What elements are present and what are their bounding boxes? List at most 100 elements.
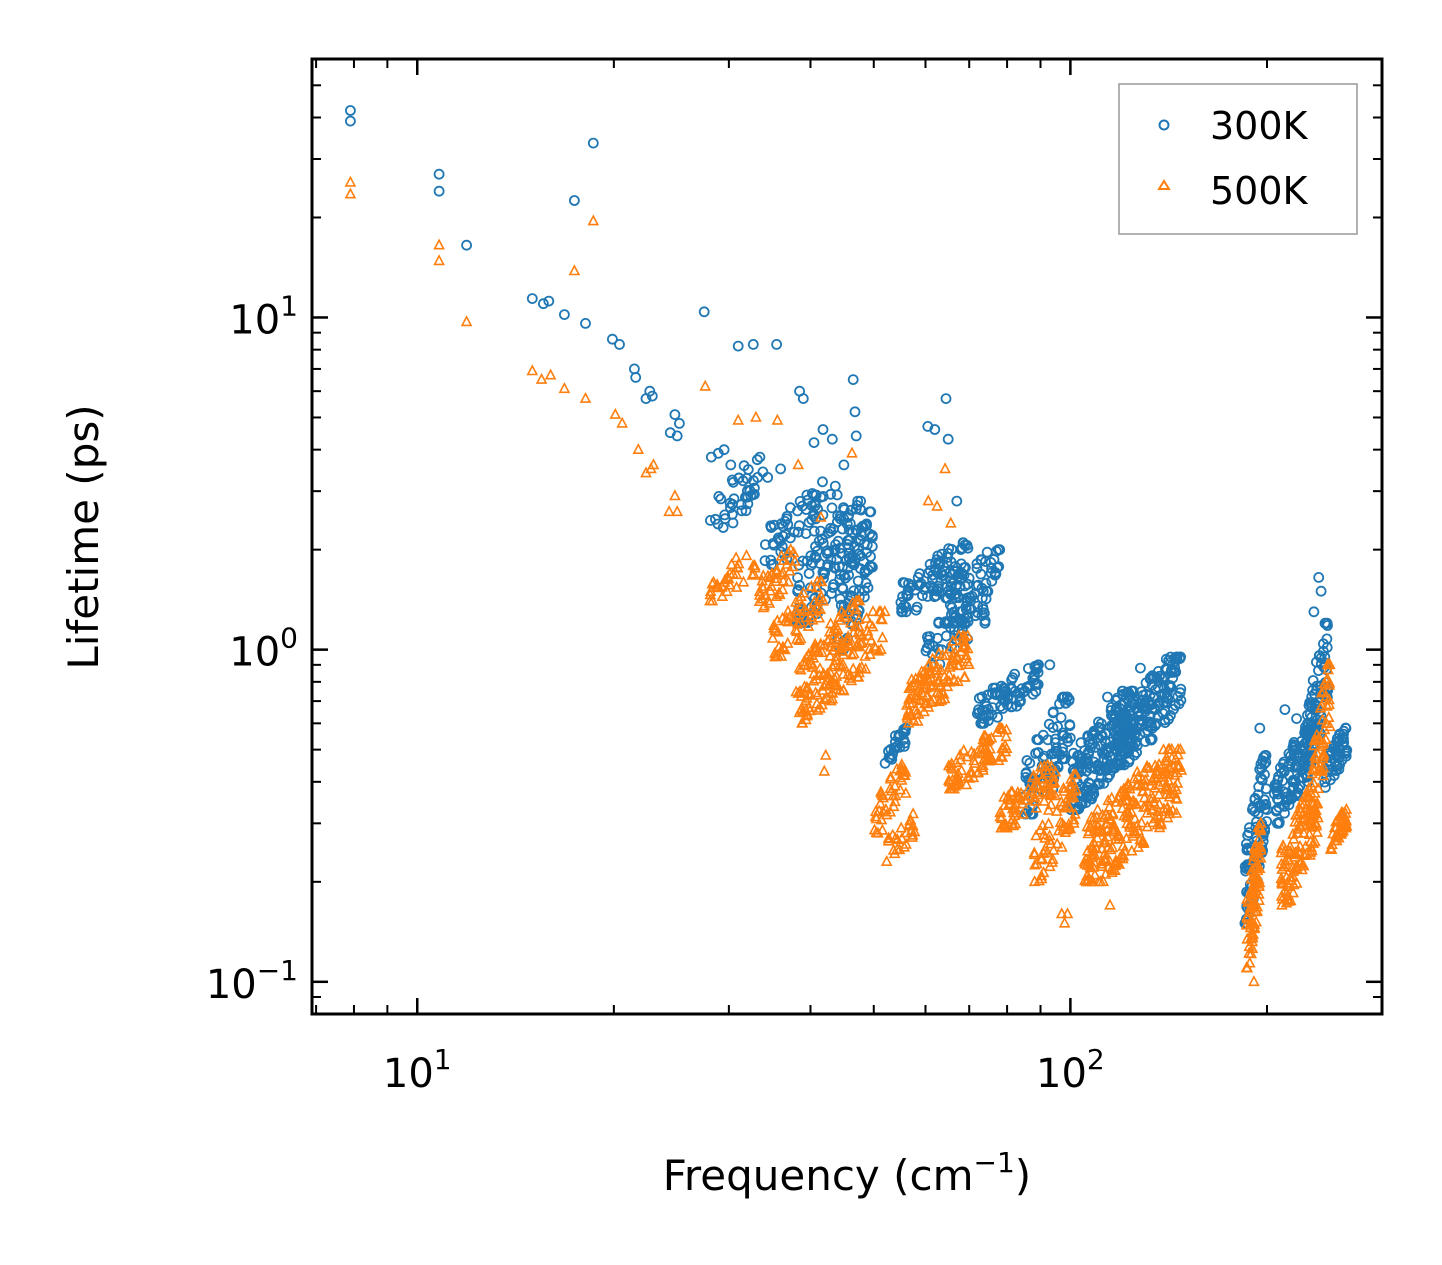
point-300k bbox=[1063, 694, 1075, 705]
point-300k bbox=[910, 604, 922, 616]
point-500k bbox=[587, 214, 600, 226]
point-500k bbox=[983, 732, 996, 745]
point-300k bbox=[850, 430, 862, 442]
point-300k bbox=[726, 509, 738, 520]
point-300k bbox=[646, 390, 658, 402]
point-500k bbox=[671, 505, 684, 517]
point-300k bbox=[901, 588, 912, 600]
point-300k bbox=[1334, 729, 1346, 741]
point-300k bbox=[1022, 682, 1034, 694]
point-500k bbox=[784, 542, 797, 555]
point-500k bbox=[904, 814, 916, 826]
point-500k bbox=[802, 682, 814, 694]
point-500k bbox=[1097, 836, 1110, 848]
point-500k bbox=[1244, 905, 1257, 917]
point-500k bbox=[944, 782, 957, 794]
point-500k bbox=[826, 692, 839, 704]
point-500k bbox=[1138, 779, 1151, 791]
point-500k bbox=[769, 650, 782, 662]
point-300k bbox=[1111, 745, 1123, 757]
point-300k bbox=[1307, 684, 1318, 696]
point-500k bbox=[1252, 877, 1265, 889]
point-500k bbox=[1051, 837, 1064, 849]
point-300k bbox=[1064, 732, 1076, 744]
point-300k bbox=[630, 371, 642, 383]
point-500k bbox=[1153, 797, 1166, 809]
point-500k bbox=[766, 631, 779, 643]
point-500k bbox=[740, 549, 753, 561]
point-300k bbox=[898, 600, 910, 611]
point-500k bbox=[1284, 839, 1296, 852]
point-300k bbox=[1088, 788, 1099, 800]
point-500k bbox=[1276, 898, 1288, 910]
point-300k bbox=[785, 502, 796, 514]
point-500k bbox=[998, 790, 1010, 802]
point-500k bbox=[1099, 867, 1112, 879]
point-300k bbox=[1168, 703, 1179, 715]
point-300k bbox=[1098, 753, 1110, 765]
point-500k bbox=[814, 602, 827, 615]
point-300k bbox=[1015, 695, 1026, 706]
point-500k bbox=[1308, 806, 1321, 819]
point-500k bbox=[1322, 710, 1335, 723]
point-500k bbox=[903, 681, 915, 694]
point-500k bbox=[1134, 833, 1147, 845]
point-500k bbox=[1067, 813, 1080, 825]
point-500k bbox=[859, 649, 871, 661]
point-500k bbox=[957, 743, 970, 756]
point-500k bbox=[860, 611, 873, 623]
point-500k bbox=[1118, 844, 1131, 856]
point-500k bbox=[797, 586, 810, 598]
point-500k bbox=[1315, 739, 1328, 751]
point-500k bbox=[907, 807, 919, 819]
point-500k bbox=[859, 662, 872, 674]
point-500k bbox=[776, 583, 789, 595]
point-500k bbox=[855, 660, 868, 672]
point-300k bbox=[1283, 758, 1295, 769]
point-300k bbox=[1129, 737, 1141, 749]
point-500k bbox=[999, 739, 1012, 751]
point-300k bbox=[894, 730, 906, 742]
point-300k bbox=[1290, 759, 1302, 771]
point-500k bbox=[814, 701, 826, 713]
point-500k bbox=[794, 615, 807, 627]
point-300k bbox=[992, 544, 1004, 556]
point-300k bbox=[1125, 701, 1137, 713]
point-500k bbox=[1254, 816, 1267, 828]
point-300k bbox=[782, 519, 794, 530]
point-500k bbox=[1340, 814, 1353, 826]
point-300k bbox=[698, 306, 710, 318]
point-500k bbox=[1099, 846, 1111, 859]
point-300k bbox=[1095, 718, 1107, 729]
point-300k bbox=[1068, 747, 1079, 759]
point-300k bbox=[747, 338, 759, 350]
point-300k bbox=[1279, 704, 1291, 715]
point-300k bbox=[815, 491, 827, 503]
point-500k bbox=[819, 748, 832, 760]
point-500k bbox=[830, 650, 843, 662]
point-500k bbox=[770, 589, 783, 602]
point-300k bbox=[990, 682, 1001, 694]
point-300k bbox=[862, 564, 874, 576]
point-500k bbox=[1248, 975, 1260, 987]
point-500k bbox=[433, 238, 445, 250]
point-500k bbox=[845, 648, 858, 660]
point-500k bbox=[1040, 784, 1053, 797]
point-500k bbox=[1310, 797, 1323, 809]
point-500k bbox=[771, 413, 784, 425]
point-300k bbox=[1049, 737, 1061, 748]
x-axis-label: Frequency (cm−1) bbox=[663, 1146, 1031, 1200]
point-500k bbox=[1324, 658, 1336, 670]
point-300k bbox=[1135, 662, 1146, 674]
point-500k bbox=[835, 644, 848, 656]
point-300k bbox=[1291, 713, 1302, 724]
point-500k bbox=[931, 499, 943, 511]
point-300k bbox=[1089, 763, 1100, 774]
point-500k bbox=[779, 614, 792, 626]
point-300k bbox=[713, 490, 725, 502]
point-300k bbox=[849, 406, 861, 418]
point-500k bbox=[827, 678, 840, 690]
point-500k bbox=[1153, 788, 1165, 800]
point-500k bbox=[873, 605, 886, 617]
point-500k bbox=[1120, 793, 1133, 805]
